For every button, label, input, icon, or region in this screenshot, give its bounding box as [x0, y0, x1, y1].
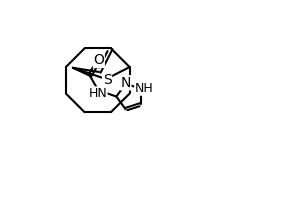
- Text: HN: HN: [88, 87, 107, 100]
- Text: O: O: [93, 53, 104, 67]
- Text: NH: NH: [135, 82, 154, 95]
- Text: N: N: [120, 76, 131, 90]
- Text: S: S: [103, 73, 111, 87]
